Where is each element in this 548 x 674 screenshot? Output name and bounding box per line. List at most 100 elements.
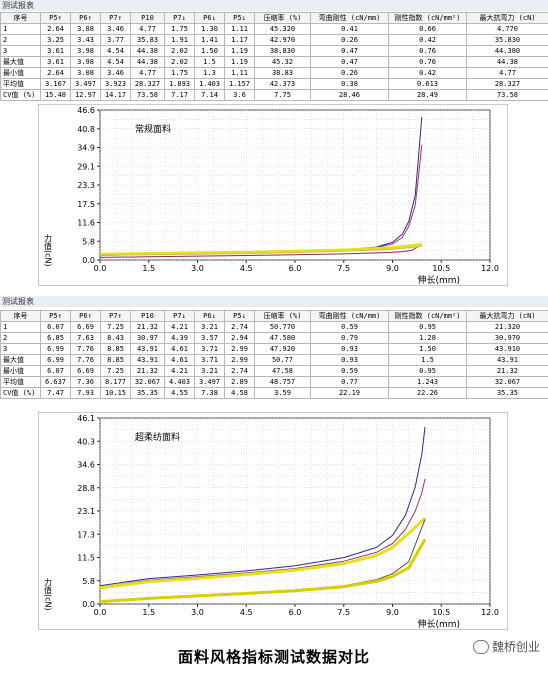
column-header: P7↓: [164, 310, 195, 322]
table-cell: 50.77: [254, 354, 311, 366]
table-cell: 0.59: [310, 365, 389, 377]
table-row: 1 6.07 6.69 7.25 21.32 4.21 3.21 2.74 50.770 0.59…: [0, 321, 548, 333]
table-cell: 2.74: [224, 321, 255, 333]
series-line-1: [99, 426, 426, 587]
table-cell: 30.97: [130, 332, 165, 344]
table-cell: 7.25: [100, 365, 131, 377]
table-cell: 2.02: [164, 56, 195, 68]
table-cell: 4.77: [130, 67, 165, 79]
x-tick-label: 12.0: [481, 608, 499, 617]
chart-title: 超柔纺面料: [135, 431, 180, 443]
table-cell: 3.497: [194, 376, 225, 388]
table-cell: 4.58: [224, 387, 255, 399]
table-cell: 3.21: [194, 321, 225, 333]
table-cell: 4.54: [100, 45, 131, 57]
column-header: P5↑: [40, 12, 71, 24]
column-header: 压缩率 (%): [254, 310, 311, 322]
table-cell: 3.43: [70, 34, 101, 46]
series-line-2: [99, 478, 426, 588]
table-cell: 4.61: [164, 354, 195, 366]
y-tick-label: 17.5: [77, 200, 95, 209]
table-row: 最小值 6.07 6.69 7.25 21.32 4.21 3.21 2.74 47.58 0.5…: [0, 365, 548, 377]
row-label: 最小值: [0, 67, 41, 79]
row-label: 最大值: [0, 354, 41, 366]
row-label: 最小值: [0, 365, 41, 377]
table-cell: 21.32: [130, 321, 165, 333]
table-cell: 44.38: [130, 45, 165, 57]
column-header: P6↓: [194, 310, 225, 322]
table-row: 1 2.64 3.08 3.46 4.77 1.75 1.30 1.11 45.320 0.41 0…: [0, 23, 548, 35]
y-tick-label: 23.1: [77, 507, 95, 516]
table-cell: 3.08: [70, 67, 101, 79]
row-label: 平均值: [0, 376, 41, 388]
table-cell: 3.923: [100, 78, 131, 90]
table-cell: 0.79: [310, 332, 389, 344]
x-axis-label: 伸长(mm): [417, 618, 460, 630]
table-cell: 3.57: [194, 332, 225, 344]
table-cell: 1.5: [388, 354, 467, 366]
row-label: 2: [0, 332, 41, 344]
table-cell: 10.15: [100, 387, 131, 399]
x-tick-label: 0.0: [94, 608, 107, 617]
table-cell: 28.327: [130, 78, 165, 90]
table-row: 3 3.61 3.98 4.54 44.38 2.02 1.50 1.19 38.830 0.47…: [0, 45, 548, 57]
table-cell: 4.54: [100, 56, 131, 68]
table-cell: 3.98: [70, 56, 101, 68]
table-cell: 7.25: [100, 321, 131, 333]
table-cell: 7.17: [164, 89, 195, 101]
table-row: 2 6.85 7.63 8.43 30.97 4.39 3.57 2.94 47.580 0.79…: [0, 332, 548, 344]
figure-caption: 面料风格指标测试数据对比: [177, 648, 370, 666]
table-cell: 7.75: [254, 89, 311, 101]
table-cell: 0.26: [310, 67, 389, 79]
table-row: 最小值 2.64 3.08 3.46 4.77 1.75 1.3 1.11 38.83 0.26 0…: [0, 67, 548, 79]
table-cell: 4.403: [164, 376, 195, 388]
y-tick-label: 11.6: [77, 219, 95, 228]
table-cell: 4.21: [164, 321, 195, 333]
table-cell: 0.93: [310, 354, 389, 366]
table-cell: 3.98: [70, 45, 101, 57]
y-tick-label: 46.1: [77, 414, 95, 423]
y-tick-label: 46.6: [77, 106, 95, 115]
row-label: 3: [0, 45, 41, 57]
table-row: 3 6.99 7.76 8.85 43.91 4.61 3.71 2.99 47.920 0.93…: [0, 343, 548, 355]
table-cell: 1.19: [224, 45, 255, 57]
table-cell: 43.91: [466, 354, 548, 366]
x-tick-label: 7.5: [337, 264, 350, 273]
table-cell: 4.39: [164, 332, 195, 344]
table-cell: 4.77: [466, 67, 548, 79]
report-label-2: 测试报表: [0, 296, 548, 307]
table-cell: 73.58: [466, 89, 548, 101]
column-header: P10: [130, 12, 165, 24]
y-tick-label: 5.8: [82, 577, 95, 586]
table-cell: 6.99: [40, 354, 71, 366]
table-cell: 0.76: [388, 45, 467, 57]
table-cell: 7.14: [194, 89, 225, 101]
table-cell: 0.42: [388, 34, 467, 46]
table-cell: 0.26: [310, 34, 389, 46]
table-cell: 2.64: [40, 67, 71, 79]
y-axis-label: 力值(cN): [44, 577, 53, 611]
table-cell: 0.76: [388, 56, 467, 68]
y-tick-label: 40.3: [77, 437, 95, 446]
column-header: P6↑: [70, 310, 101, 322]
x-tick-label: 4.5: [240, 264, 253, 273]
x-tick-label: 1.5: [142, 608, 155, 617]
y-tick-label: 0.0: [82, 600, 95, 609]
x-tick-label: 10.5: [432, 264, 450, 273]
table-cell: 35.830: [466, 34, 548, 46]
table-cell: 0.613: [388, 78, 467, 90]
table-cell: 38.83: [254, 67, 311, 79]
table-cell: 6.69: [70, 365, 101, 377]
column-header: 序号: [0, 12, 41, 24]
table-cell: 8.85: [100, 354, 131, 366]
table-cell: 1.30: [194, 23, 225, 35]
table-cell: 2.89: [224, 376, 255, 388]
table-cell: 43.91: [130, 343, 165, 355]
table-row: CV值 (%) 15.48 12.97 14.17 73.58 7.17 7.14 3.6 7.…: [0, 89, 548, 101]
table-cell: 32.067: [466, 376, 548, 388]
column-header: P6↑: [70, 12, 101, 24]
y-tick-label: 11.5: [77, 554, 95, 563]
table-cell: 21.32: [130, 365, 165, 377]
table-cell: 45.32: [254, 56, 311, 68]
table-cell: 0.66: [388, 23, 467, 35]
